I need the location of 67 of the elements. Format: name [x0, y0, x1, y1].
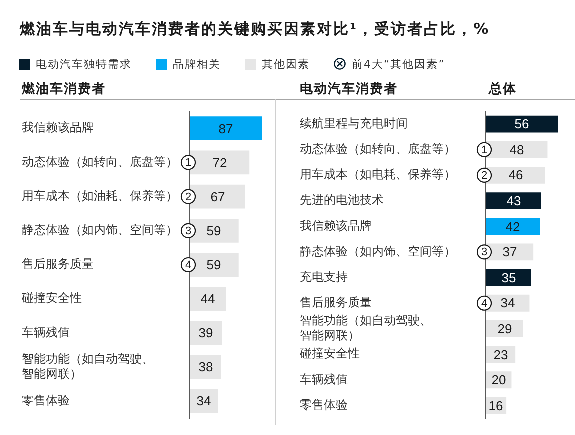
y-tick-label: 动态体验（如转向、底盘等） [300, 142, 456, 156]
annotation: 2 [185, 191, 192, 204]
data-label: 42 [506, 220, 520, 235]
y-tick-label: 售后服务质量 [300, 296, 372, 310]
y-tick-label: 动态体验（如转向、底盘等） [22, 154, 178, 169]
bar [190, 390, 218, 414]
y-tick-label: 我信赖该品牌 [22, 120, 94, 135]
data-label: 37 [502, 244, 518, 260]
annotation: 3 [185, 225, 192, 238]
bar [486, 192, 542, 210]
y-tick-label: 静态体验（如内饰、空间等） [22, 223, 178, 238]
y-tick-label: 静态体验（如内饰、空间等） [300, 244, 456, 258]
text: 前4大“其他因素” [352, 56, 446, 72]
y-tick-label: 智能功能（如自动驾驶、智能网联） [300, 314, 432, 343]
y-tick-label: 用车成本（如油耗、保养等） [22, 188, 178, 203]
bar [486, 218, 540, 236]
y-tick-label: 用车成本（如电耗、保养等） [300, 168, 456, 182]
legend-label: 品牌相关 [173, 56, 221, 72]
data-label: 16 [488, 398, 504, 414]
bar [190, 116, 262, 140]
y-tick-label: 充电支持 [300, 270, 348, 284]
data-label: 87 [218, 122, 234, 137]
bar [486, 320, 524, 338]
data-label: 23 [494, 348, 508, 363]
annotation: 4 [185, 260, 192, 272]
y-tick-label: 续航里程与充电时间 [300, 116, 408, 130]
y-tick-label: 我信赖该品牌 [300, 218, 372, 233]
data-label: 29 [498, 322, 512, 337]
bar [190, 321, 222, 346]
y-tick-label: 先进的电池技术 [300, 193, 384, 208]
y-tick-label: 碰撞安全性 [299, 346, 360, 361]
bar [486, 116, 558, 133]
y-tick-label: 车辆残值 [22, 325, 70, 340]
data-label: 39 [198, 326, 214, 341]
annotation: 4 [481, 298, 488, 310]
bar [190, 355, 222, 380]
data-label: 44 [200, 292, 216, 307]
data-label: 43 [506, 194, 522, 209]
data-label: 20 [492, 372, 506, 388]
y-tick-label: 零售体验 [300, 398, 348, 412]
data-label: 34 [196, 394, 212, 409]
data-label: 48 [510, 142, 524, 158]
chart-title: 燃油车与电动汽车消费者的关键购买因素对比¹，受访者占比，% [20, 20, 490, 38]
data-label: 46 [508, 168, 524, 183]
legend-label: 电动汽车独特需求 [36, 56, 132, 72]
data-label: 35 [502, 270, 516, 286]
data-label: 56 [514, 116, 530, 132]
x-axis-title: 总体 [489, 81, 517, 99]
annotation: 3 [481, 246, 488, 259]
y-tick-label: 碰撞安全性 [21, 291, 82, 306]
y-tick-label: 车辆残值 [300, 372, 348, 386]
data-label: 38 [198, 360, 214, 375]
annotation: 2 [481, 170, 488, 182]
annotation: 1 [481, 144, 488, 156]
y-axis-title: 燃油车消费者 [22, 80, 106, 99]
data-label: 59 [206, 258, 222, 273]
y-tick-label: 售后服务质量 [22, 257, 94, 272]
data-label: 34 [500, 296, 516, 311]
y-tick-label: 智能功能（如自动驾驶、智能网联） [22, 352, 154, 381]
annotation: 1 [185, 157, 192, 170]
data-label: 59 [206, 224, 222, 239]
data-label: 67 [210, 190, 226, 205]
y-axis-title: 电动汽车消费者 [300, 80, 398, 99]
y-tick-label: 零售体验 [22, 394, 70, 408]
legend-label: 其他因素 [262, 56, 310, 72]
data-label: 72 [212, 156, 228, 171]
bar [190, 287, 226, 312]
